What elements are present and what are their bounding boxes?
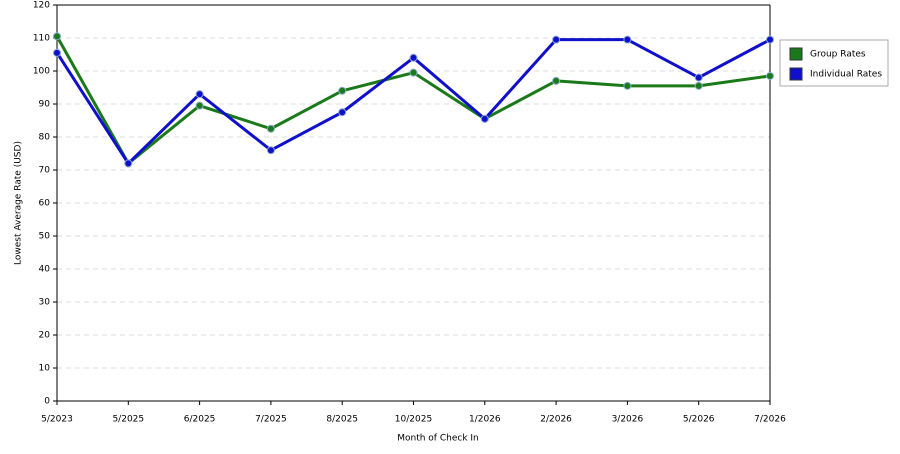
- x-tick-label: 7/2026: [754, 415, 786, 425]
- y-tick-label: 30: [39, 298, 51, 308]
- x-tick-label: 7/2025: [255, 415, 287, 425]
- y-tick-label: 20: [39, 331, 51, 341]
- y-tick-label: 40: [39, 265, 51, 275]
- data-point: [53, 32, 61, 41]
- data-point: [694, 73, 703, 82]
- x-tick-label: 3/2026: [612, 415, 644, 425]
- x-tick-label: 10/2025: [395, 415, 432, 425]
- data-point: [338, 108, 347, 117]
- data-point: [195, 90, 204, 99]
- data-point: [266, 124, 275, 133]
- data-point: [552, 35, 561, 44]
- x-tick-label: 2/2026: [540, 415, 572, 425]
- y-tick-label: 70: [39, 166, 51, 176]
- y-tick-label: 80: [39, 133, 51, 143]
- data-point: [409, 53, 418, 62]
- data-point: [53, 48, 61, 57]
- y-tick-label: 0: [44, 397, 50, 407]
- data-point: [195, 101, 204, 110]
- legend-swatch: [789, 47, 803, 61]
- y-tick-label: 50: [39, 232, 51, 242]
- legend-label: Individual Rates: [810, 70, 882, 80]
- y-tick-label: 90: [39, 100, 51, 110]
- data-point: [552, 76, 561, 85]
- data-point: [124, 159, 133, 168]
- data-point: [480, 114, 489, 123]
- y-tick-label: 100: [33, 67, 50, 77]
- data-point: [623, 81, 632, 90]
- data-point: [266, 146, 275, 155]
- y-tick-label: 110: [33, 34, 50, 44]
- data-point: [694, 81, 703, 90]
- data-point: [766, 35, 774, 44]
- data-point: [766, 71, 774, 80]
- x-tick-label: 5/2025: [112, 415, 144, 425]
- y-tick-label: 120: [33, 1, 50, 11]
- x-axis-label: Month of Check In: [397, 434, 479, 444]
- x-tick-label: 6/2025: [184, 415, 216, 425]
- y-tick-label: 60: [39, 199, 51, 209]
- data-point: [409, 68, 418, 77]
- x-tick-label: 8/2025: [326, 415, 358, 425]
- legend-swatch: [789, 67, 803, 81]
- x-tick-label: 1/2026: [469, 415, 501, 425]
- data-point: [338, 86, 347, 95]
- x-tick-label: 5/2026: [683, 415, 715, 425]
- x-tick-label: 5/2023: [41, 415, 73, 425]
- legend-label: Group Rates: [810, 50, 866, 60]
- y-tick-label: 10: [39, 364, 51, 374]
- y-axis-label: Lowest Average Rate (USD): [14, 141, 24, 265]
- data-point: [623, 35, 632, 44]
